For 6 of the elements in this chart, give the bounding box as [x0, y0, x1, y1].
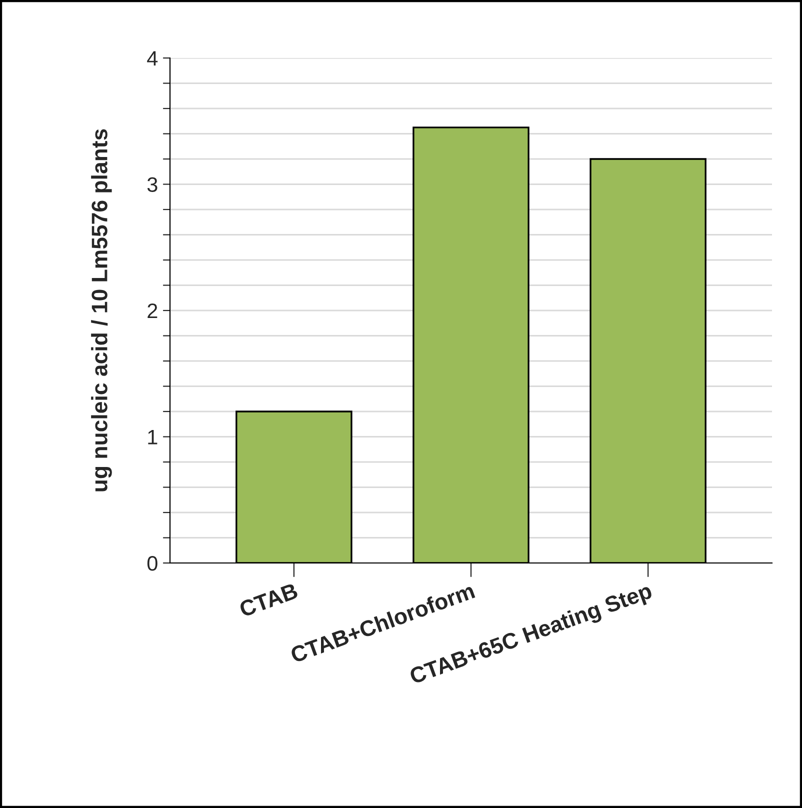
y-tick-label: 3: [147, 177, 158, 192]
y-axis-title: ug nucleic acid / 10 Lm5576 plants: [91, 129, 112, 492]
y-tick-label: 0: [147, 556, 158, 571]
y-tick-label: 1: [148, 430, 158, 444]
y-tick-label: 4: [147, 51, 158, 66]
y-tick-label: 2: [148, 304, 158, 318]
